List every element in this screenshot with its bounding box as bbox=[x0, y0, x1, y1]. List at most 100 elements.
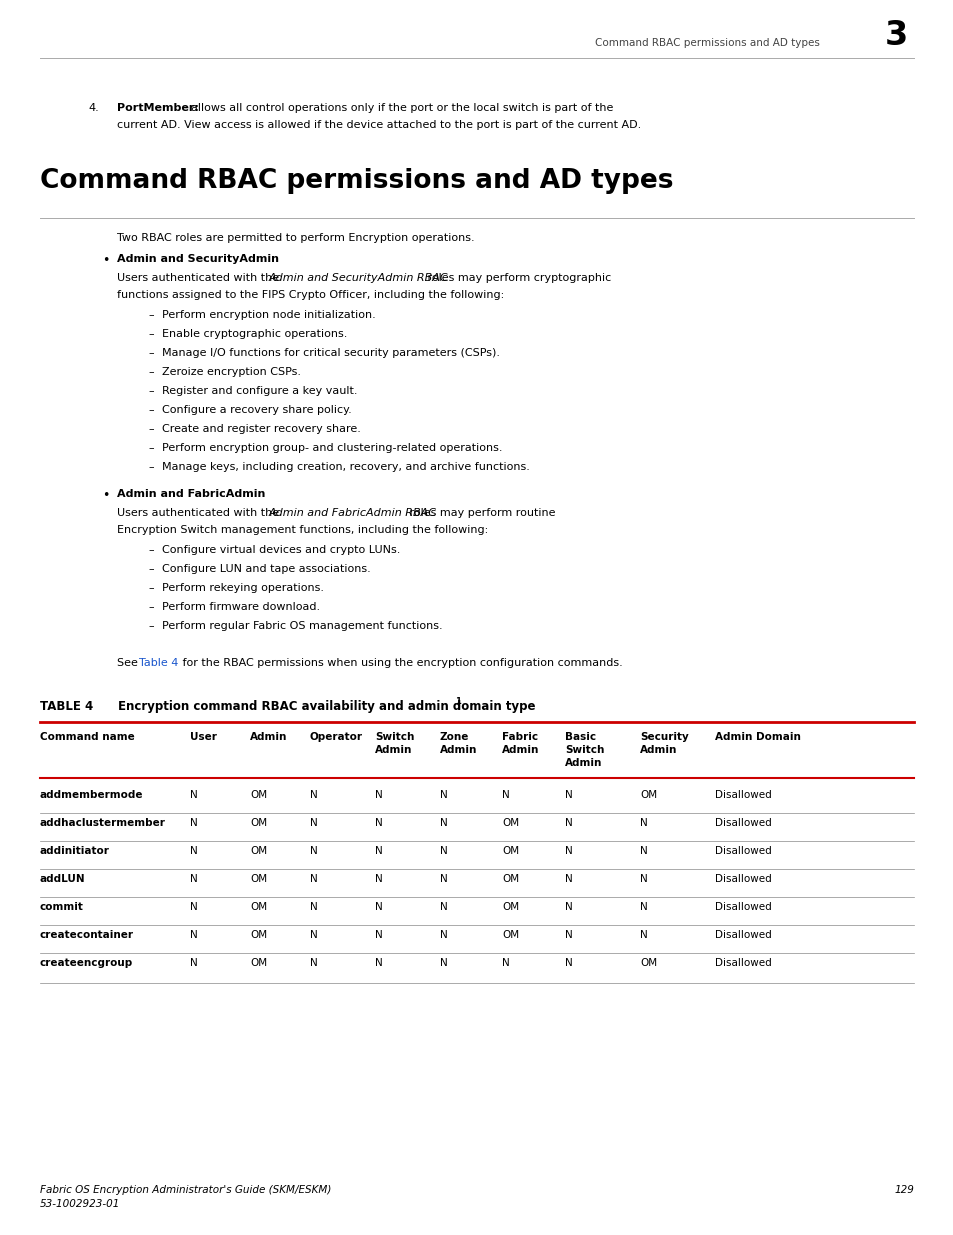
Text: N: N bbox=[190, 874, 197, 884]
Text: Admin and FabricAdmin RBAC: Admin and FabricAdmin RBAC bbox=[269, 508, 436, 517]
Text: Switch: Switch bbox=[375, 732, 414, 742]
Text: Admin: Admin bbox=[250, 732, 287, 742]
Text: 129: 129 bbox=[893, 1186, 913, 1195]
Text: Create and register recovery share.: Create and register recovery share. bbox=[162, 424, 360, 433]
Text: Disallowed: Disallowed bbox=[714, 846, 771, 856]
Text: OM: OM bbox=[250, 958, 267, 968]
Text: N: N bbox=[375, 874, 382, 884]
Text: for the RBAC permissions when using the encryption configuration commands.: for the RBAC permissions when using the … bbox=[179, 658, 622, 668]
Text: N: N bbox=[310, 818, 317, 827]
Text: Admin Domain: Admin Domain bbox=[714, 732, 800, 742]
Text: N: N bbox=[439, 874, 447, 884]
Text: N: N bbox=[375, 958, 382, 968]
Text: OM: OM bbox=[250, 790, 267, 800]
Text: Fabric: Fabric bbox=[501, 732, 537, 742]
Text: –: – bbox=[148, 367, 153, 377]
Text: OM: OM bbox=[501, 930, 518, 940]
Text: TABLE 4: TABLE 4 bbox=[40, 700, 93, 713]
Text: –: – bbox=[148, 387, 153, 396]
Text: Perform regular Fabric OS management functions.: Perform regular Fabric OS management fun… bbox=[162, 621, 442, 631]
Text: N: N bbox=[501, 958, 509, 968]
Text: •: • bbox=[102, 489, 110, 501]
Text: Admin: Admin bbox=[439, 745, 476, 755]
Text: Manage keys, including creation, recovery, and archive functions.: Manage keys, including creation, recover… bbox=[162, 462, 529, 472]
Text: Disallowed: Disallowed bbox=[714, 958, 771, 968]
Text: Admin: Admin bbox=[639, 745, 677, 755]
Text: OM: OM bbox=[250, 874, 267, 884]
Text: N: N bbox=[190, 818, 197, 827]
Text: –: – bbox=[148, 545, 153, 555]
Text: Perform encryption node initialization.: Perform encryption node initialization. bbox=[162, 310, 375, 320]
Text: Fabric OS Encryption Administrator's Guide (SKM/ESKM): Fabric OS Encryption Administrator's Gui… bbox=[40, 1186, 331, 1195]
Text: N: N bbox=[564, 902, 572, 911]
Text: Security: Security bbox=[639, 732, 688, 742]
Text: OM: OM bbox=[501, 874, 518, 884]
Text: –: – bbox=[148, 405, 153, 415]
Text: Disallowed: Disallowed bbox=[714, 902, 771, 911]
Text: allows all control operations only if the port or the local switch is part of th: allows all control operations only if th… bbox=[191, 103, 613, 112]
Text: N: N bbox=[375, 902, 382, 911]
Text: Admin and SecurityAdmin RBAC: Admin and SecurityAdmin RBAC bbox=[269, 273, 448, 283]
Text: N: N bbox=[375, 790, 382, 800]
Text: N: N bbox=[190, 958, 197, 968]
Text: Admin and SecurityAdmin: Admin and SecurityAdmin bbox=[117, 254, 278, 264]
Text: N: N bbox=[190, 930, 197, 940]
Text: N: N bbox=[501, 790, 509, 800]
Text: commit: commit bbox=[40, 902, 84, 911]
Text: Disallowed: Disallowed bbox=[714, 930, 771, 940]
Text: Encryption Switch management functions, including the following:: Encryption Switch management functions, … bbox=[117, 525, 488, 535]
Text: Operator: Operator bbox=[310, 732, 363, 742]
Text: Admin: Admin bbox=[375, 745, 412, 755]
Text: N: N bbox=[564, 790, 572, 800]
Text: N: N bbox=[310, 958, 317, 968]
Text: Table 4: Table 4 bbox=[139, 658, 178, 668]
Text: N: N bbox=[310, 902, 317, 911]
Text: –: – bbox=[148, 443, 153, 453]
Text: Register and configure a key vault.: Register and configure a key vault. bbox=[162, 387, 357, 396]
Text: N: N bbox=[639, 902, 647, 911]
Text: –: – bbox=[148, 564, 153, 574]
Text: Admin: Admin bbox=[564, 758, 601, 768]
Text: 4.: 4. bbox=[88, 103, 99, 112]
Text: Zone: Zone bbox=[439, 732, 469, 742]
Text: Admin and FabricAdmin: Admin and FabricAdmin bbox=[117, 489, 265, 499]
Text: N: N bbox=[639, 818, 647, 827]
Text: OM: OM bbox=[501, 818, 518, 827]
Text: N: N bbox=[439, 958, 447, 968]
Text: functions assigned to the FIPS Crypto Officer, including the following:: functions assigned to the FIPS Crypto Of… bbox=[117, 290, 504, 300]
Text: addLUN: addLUN bbox=[40, 874, 86, 884]
Text: Perform encryption group- and clustering-related operations.: Perform encryption group- and clustering… bbox=[162, 443, 502, 453]
Text: N: N bbox=[190, 790, 197, 800]
Text: •: • bbox=[102, 254, 110, 267]
Text: –: – bbox=[148, 462, 153, 472]
Text: Two RBAC roles are permitted to perform Encryption operations.: Two RBAC roles are permitted to perform … bbox=[117, 233, 475, 243]
Text: Switch: Switch bbox=[564, 745, 604, 755]
Text: N: N bbox=[190, 902, 197, 911]
Text: OM: OM bbox=[501, 902, 518, 911]
Text: addmembermode: addmembermode bbox=[40, 790, 143, 800]
Text: Zeroize encryption CSPs.: Zeroize encryption CSPs. bbox=[162, 367, 301, 377]
Text: 53-1002923-01: 53-1002923-01 bbox=[40, 1199, 120, 1209]
Text: Command name: Command name bbox=[40, 732, 134, 742]
Text: OM: OM bbox=[639, 790, 657, 800]
Text: Disallowed: Disallowed bbox=[714, 818, 771, 827]
Text: –: – bbox=[148, 310, 153, 320]
Text: N: N bbox=[564, 846, 572, 856]
Text: Command RBAC permissions and AD types: Command RBAC permissions and AD types bbox=[595, 38, 820, 48]
Text: Configure LUN and tape associations.: Configure LUN and tape associations. bbox=[162, 564, 371, 574]
Text: N: N bbox=[190, 846, 197, 856]
Text: N: N bbox=[439, 818, 447, 827]
Text: Encryption command RBAC availability and admin domain type: Encryption command RBAC availability and… bbox=[118, 700, 535, 713]
Text: Users authenticated with the: Users authenticated with the bbox=[117, 508, 282, 517]
Text: N: N bbox=[439, 930, 447, 940]
Text: OM: OM bbox=[250, 846, 267, 856]
Text: –: – bbox=[148, 348, 153, 358]
Text: N: N bbox=[310, 874, 317, 884]
Text: –: – bbox=[148, 601, 153, 613]
Text: OM: OM bbox=[250, 930, 267, 940]
Text: OM: OM bbox=[501, 846, 518, 856]
Text: roles may perform routine: roles may perform routine bbox=[406, 508, 555, 517]
Text: N: N bbox=[375, 930, 382, 940]
Text: User: User bbox=[190, 732, 216, 742]
Text: N: N bbox=[375, 846, 382, 856]
